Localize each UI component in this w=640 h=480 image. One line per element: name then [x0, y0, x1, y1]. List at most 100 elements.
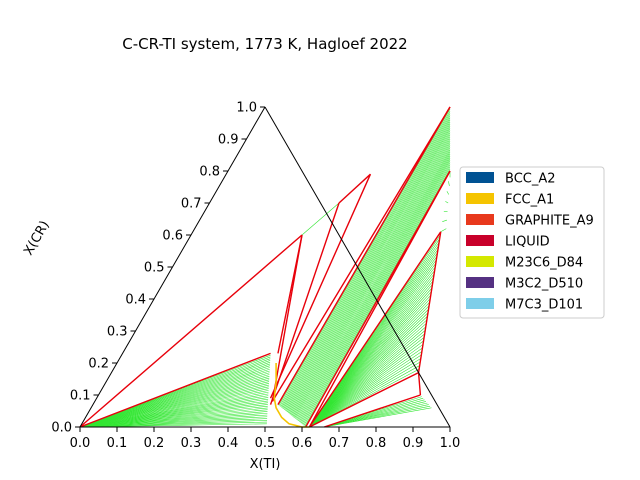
y-tick-label: 0.2 [88, 357, 109, 372]
phase-boundary-line [308, 170, 451, 428]
x-tick-label: 0.7 [329, 436, 350, 451]
x-tick-label: 0.1 [107, 436, 128, 451]
tie-line [324, 407, 432, 428]
tie-line [324, 402, 428, 428]
tie-line [281, 115, 451, 408]
tie-line [286, 126, 451, 412]
tie-line [442, 219, 448, 222]
tie-line [287, 130, 451, 413]
tie-line [324, 404, 429, 428]
tie-line [309, 316, 428, 428]
tie-line [284, 121, 451, 410]
tie-line [298, 153, 451, 422]
y-axis-label: X(CR) [21, 218, 53, 258]
x-tick-label: 0.8 [366, 436, 387, 451]
tie-line [309, 301, 430, 428]
phase-boundary-line [417, 372, 422, 396]
tie-line [296, 149, 451, 420]
y-tick-label: 1.0 [236, 101, 257, 116]
phase-boundary-line [323, 394, 421, 428]
tie-line [309, 284, 433, 428]
tie-line [309, 340, 424, 428]
legend-label: GRAPHITE_A9 [505, 214, 594, 229]
x-tick-label: 0.2 [144, 436, 165, 451]
tie-line [286, 128, 451, 413]
chart-title: C-CR-TI system, 1773 K, Hagloef 2022 [122, 35, 407, 53]
tie-line [300, 160, 451, 424]
tie-line [292, 140, 451, 417]
tie-line [309, 319, 428, 428]
tie-line [440, 228, 447, 233]
tie-line [279, 111, 451, 407]
phase-boundary-line [269, 173, 372, 399]
tie-line [309, 294, 431, 428]
tie-line [285, 123, 451, 411]
phase-boundary-line [277, 106, 451, 405]
tie-line [309, 347, 423, 428]
x-tick-label: 0.4 [218, 436, 239, 451]
x-tick-label: 0.0 [70, 436, 91, 451]
tie-line [282, 117, 451, 409]
legend-label: LIQUID [505, 235, 550, 250]
tie-line [309, 358, 421, 428]
tie-line [283, 119, 451, 410]
tie-line [309, 351, 423, 428]
y-tick-label: 0.4 [125, 293, 146, 308]
legend-label: BCC_A2 [505, 172, 556, 187]
legend: BCC_A2 FCC_A1 GRAPHITE_A9 LIQUID M23C6_D84 M3… [459, 166, 605, 319]
x-tick-label: 0.3 [181, 436, 202, 451]
legend-swatch [466, 256, 494, 267]
y-tick-label: 0.6 [162, 229, 183, 244]
x-axis-label: X(TI) [250, 457, 281, 472]
y-tick-label: 0.1 [70, 389, 91, 404]
y-tick-label: 0.3 [107, 325, 128, 340]
tie-line [293, 143, 451, 418]
tie-line [297, 151, 451, 421]
tie-line [298, 155, 451, 422]
phase-boundary-line [79, 352, 271, 428]
tie-line [309, 298, 431, 428]
legend-swatch [466, 277, 494, 288]
tie-line-group [79, 106, 451, 428]
tie-line [301, 162, 451, 425]
x-tick-label: 0.5 [255, 436, 276, 451]
tie-line [446, 191, 450, 195]
hypotenuse-line [264, 106, 451, 428]
tie-line [294, 145, 451, 419]
legend-label: M7C3_D101 [505, 298, 583, 313]
tie-line [309, 326, 426, 428]
tie-line [299, 158, 451, 423]
tie-line [309, 365, 420, 428]
phase-boundary-line [79, 234, 303, 428]
tie-line [309, 277, 434, 428]
legend-swatch [466, 214, 494, 225]
y-tick-label: 0.5 [144, 261, 165, 276]
tie-line [309, 273, 435, 428]
tie-line [309, 323, 427, 428]
tie-line [79, 423, 267, 428]
x-tick-label: 0.9 [403, 436, 424, 451]
liquid-boundary-line [273, 363, 310, 428]
legend-swatch [466, 235, 494, 246]
y-axis-ticks: 0.0 0.1 0.2 0.3 0.4 0.5 0.6 0.7 0.8 0.9 1.0 [51, 101, 265, 436]
tie-line [309, 312, 429, 428]
tie-line [309, 309, 429, 428]
legend-swatch [466, 193, 494, 204]
legend-label: M23C6_D84 [505, 256, 583, 271]
tie-line [324, 401, 427, 428]
phase-boundary-group [79, 106, 451, 428]
y-tick-label: 0.0 [51, 421, 72, 436]
tie-line [304, 168, 451, 427]
tie-line [448, 181, 450, 186]
tie-line [309, 280, 434, 428]
tie-line [289, 134, 451, 415]
y-tick-label: 0.7 [181, 197, 202, 212]
legend-frame [459, 166, 605, 319]
legend-swatch [466, 298, 494, 309]
y-tick-label: 0.9 [218, 133, 239, 148]
tie-line [309, 291, 432, 428]
phase-boundary-line [271, 106, 451, 402]
x-tick-label: 1.0 [440, 436, 461, 451]
x-axis-ticks: 0.0 0.1 0.2 0.3 0.4 0.5 0.6 0.7 0.8 0.9 1.0 [70, 427, 461, 451]
